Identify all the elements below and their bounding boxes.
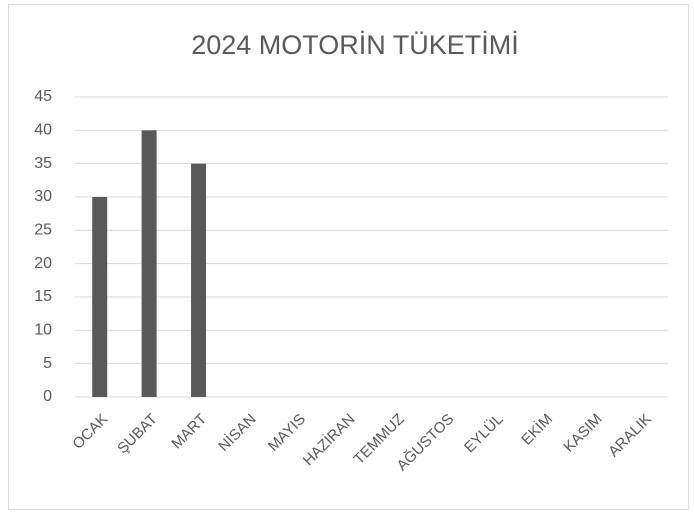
y-tick-label: 35 [34, 155, 52, 172]
y-tick-label: 40 [34, 122, 52, 139]
y-tick-label: 5 [43, 355, 52, 372]
y-tick-label: 20 [34, 255, 52, 272]
y-tick-label: 25 [34, 222, 52, 239]
chart-title: 2024 MOTORİN TÜKETİMİ [191, 29, 519, 60]
bar [191, 163, 207, 397]
y-tick-label: 10 [34, 322, 52, 339]
y-tick-label: 30 [34, 188, 52, 205]
y-tick-label: 15 [34, 288, 52, 305]
bar [92, 197, 108, 397]
chart-frame [8, 4, 689, 510]
y-tick-label: 0 [43, 388, 52, 405]
bar [141, 130, 157, 398]
y-tick-label: 45 [34, 88, 52, 105]
